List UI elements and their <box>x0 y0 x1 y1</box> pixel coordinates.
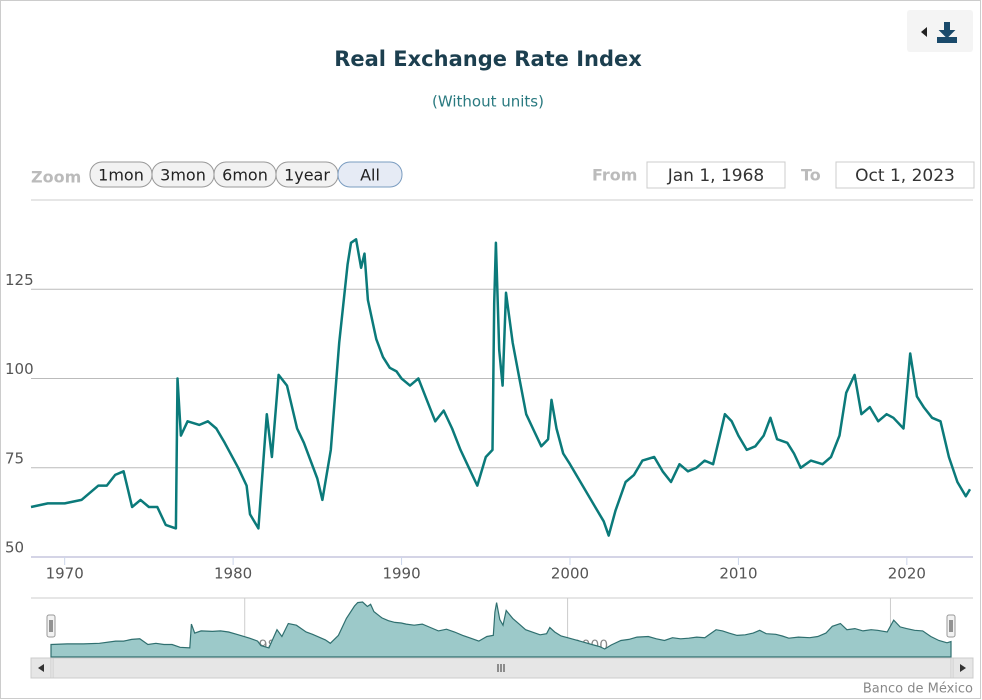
y-tick-label: 50 <box>5 539 24 557</box>
chart-title: Real Exchange Rate Index <box>334 47 642 71</box>
x-tick-label: 1970 <box>46 565 84 583</box>
y-tick-label: 100 <box>5 360 34 378</box>
from-value[interactable]: Jan 1, 1968 <box>667 166 765 186</box>
navigator-area <box>50 601 952 658</box>
export-icon <box>937 22 957 43</box>
export-button[interactable] <box>907 10 973 52</box>
to-label: To <box>801 166 821 185</box>
scrollbar-left-arrow <box>38 664 44 672</box>
range-button-label[interactable]: 6mon <box>222 166 268 185</box>
x-tick-label: 2000 <box>551 565 589 583</box>
x-tick-label: 1980 <box>214 565 252 583</box>
to-value[interactable]: Oct 1, 2023 <box>855 166 955 186</box>
range-button[interactable]: 1year <box>275 161 339 188</box>
range-button[interactable]: 1mon <box>89 161 153 188</box>
to-input[interactable] <box>835 161 975 189</box>
from-label: From <box>592 166 637 185</box>
credits: Banco de México <box>863 682 973 697</box>
zoom-label: Zoom <box>31 168 81 187</box>
chart-subtitle: (Without units) <box>432 93 544 111</box>
range-button-label[interactable]: All <box>360 166 380 185</box>
scrollbar-grip <box>497 664 505 672</box>
range-button[interactable]: 3mon <box>151 161 215 188</box>
y-tick-label: 125 <box>5 271 34 289</box>
export-caret <box>921 27 927 37</box>
range-button-label[interactable]: 1mon <box>98 166 144 185</box>
range-button-label[interactable]: 3mon <box>160 166 206 185</box>
navigator-handle[interactable] <box>946 614 956 638</box>
from-input[interactable] <box>646 161 786 189</box>
range-button-label[interactable]: 1year <box>284 166 330 185</box>
x-tick-label: 2010 <box>719 565 757 583</box>
data-line <box>30 238 972 537</box>
scrollbar-right-arrow <box>960 664 966 672</box>
range-button-bg[interactable] <box>337 161 403 188</box>
range-button[interactable]: All <box>337 161 403 188</box>
x-tick-label: 2020 <box>888 565 926 583</box>
range-button[interactable]: 6mon <box>213 161 277 188</box>
x-tick-label: 1990 <box>382 565 420 583</box>
y-tick-label: 75 <box>5 449 24 467</box>
navigator-handle[interactable] <box>46 614 56 638</box>
scrollbar-thumb[interactable] <box>52 657 952 679</box>
